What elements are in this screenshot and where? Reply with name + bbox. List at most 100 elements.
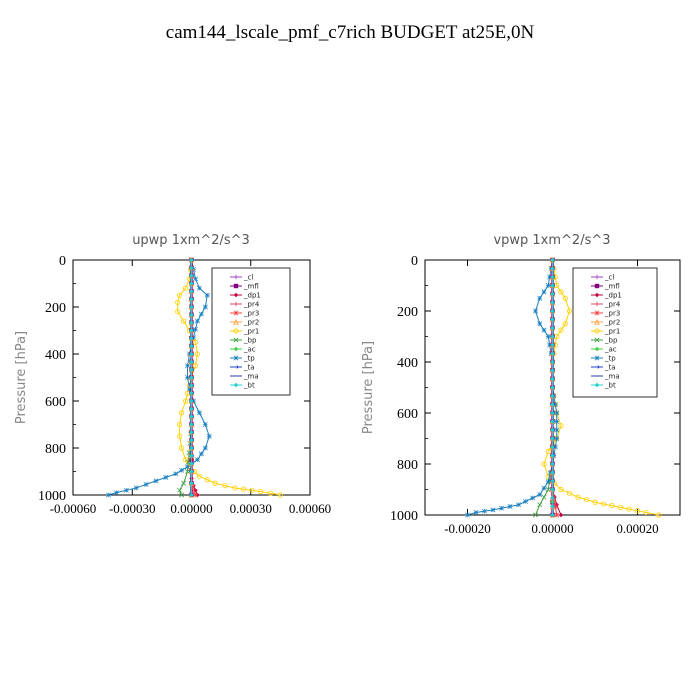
legend-entry: _bt [230, 382, 255, 390]
y-tick-label: 200 [397, 305, 418, 320]
data-point [545, 334, 551, 339]
legend-entry: _tp [230, 355, 255, 363]
series-tp [465, 257, 560, 518]
data-point [232, 485, 238, 491]
data-point [143, 481, 149, 487]
data-point [550, 308, 555, 314]
legend-marker [594, 283, 600, 289]
legend-entry: _bp [591, 337, 618, 345]
data-point [185, 469, 191, 474]
legend-marker [233, 318, 239, 325]
data-point [465, 512, 470, 518]
legend-label: _ac [604, 346, 617, 354]
data-point [530, 495, 536, 501]
legend-entry: _pr1 [230, 328, 259, 336]
data-point [202, 304, 208, 310]
data-point [204, 292, 210, 298]
data-point [562, 321, 568, 327]
series-bt [189, 257, 194, 498]
legend-marker [594, 382, 600, 388]
data-point [189, 481, 194, 486]
legend-marker [594, 274, 600, 280]
data-point [189, 312, 194, 318]
data-point [550, 393, 555, 399]
data-point [547, 274, 553, 280]
legend-entry: _pr1 [591, 328, 620, 336]
legend-label: _tp [243, 355, 255, 363]
data-point [562, 295, 568, 301]
x-tick-label: 0.00000 [531, 521, 573, 536]
data-point [533, 512, 538, 518]
legend-entry: _ma [591, 373, 620, 381]
data-point [258, 488, 264, 495]
data-point [114, 490, 119, 496]
data-point [550, 274, 555, 280]
page-title: cam144_lscale_pmf_c7rich BUDGET at25E,0N [165, 22, 535, 43]
legend-label: _cl [243, 274, 253, 282]
legend-label: _ta [243, 364, 255, 372]
data-point [550, 300, 555, 305]
legend-marker [594, 292, 600, 298]
data-point [550, 478, 555, 484]
legend-marker [233, 346, 239, 352]
data-point [192, 363, 199, 369]
data-point [617, 504, 624, 510]
data-point [550, 376, 555, 382]
legend-marker [233, 292, 239, 298]
data-point [189, 492, 194, 498]
data-point [592, 499, 598, 505]
data-point [192, 339, 199, 345]
data-point [189, 375, 194, 380]
data-point [550, 419, 555, 424]
legend-entry: _bt [591, 382, 616, 390]
y-tick-label: 0 [59, 254, 66, 269]
x-tick-label: 0.00000 [170, 501, 212, 516]
legend-label: _pr3 [604, 310, 620, 318]
legend-label: _bt [604, 382, 616, 390]
data-point [550, 385, 555, 390]
y-axis-label: Pressure [hPa] [14, 331, 29, 424]
data-point [550, 504, 555, 509]
data-point [545, 283, 551, 288]
legend-label: _cl [604, 274, 614, 282]
y-tick-label: 200 [45, 301, 66, 316]
data-point [189, 328, 194, 333]
legend-entry: _pr4 [230, 301, 260, 309]
legend-marker [594, 301, 600, 307]
legend-marker [233, 337, 239, 343]
data-point [550, 410, 555, 416]
legend-entry: _ta [591, 364, 616, 372]
y-axis-label: Pressure [hPa] [361, 341, 376, 434]
y-tick-label: 600 [397, 407, 418, 422]
legend-label: _ma [604, 373, 620, 381]
data-point [523, 498, 529, 504]
legend-marker [233, 301, 239, 307]
series-tp [106, 257, 212, 498]
data-point [552, 504, 558, 509]
data-point [189, 320, 194, 325]
data-point [194, 351, 201, 357]
x-tick-label: 0.00030 [230, 501, 272, 516]
x-tick-label: 0.00020 [616, 521, 658, 536]
y-tick-label: 400 [45, 348, 66, 363]
data-point [550, 359, 555, 365]
data-point [153, 478, 159, 484]
data-point [550, 402, 555, 407]
y-tick-label: 800 [397, 458, 418, 473]
legend-entry: _ta [230, 364, 255, 372]
data-point [537, 492, 543, 498]
data-point [550, 351, 555, 356]
legend-entry: _dp1 [591, 292, 622, 300]
data-point [566, 490, 573, 496]
legend-label: _bp [604, 337, 618, 345]
legend-marker [594, 346, 600, 352]
data-point [189, 437, 194, 443]
data-point [552, 402, 558, 407]
legend-entry: _pr2 [230, 319, 259, 327]
data-point [133, 485, 139, 491]
data-point [177, 292, 183, 298]
data-point [177, 433, 183, 439]
data-point [550, 368, 555, 373]
data-point [189, 398, 194, 404]
